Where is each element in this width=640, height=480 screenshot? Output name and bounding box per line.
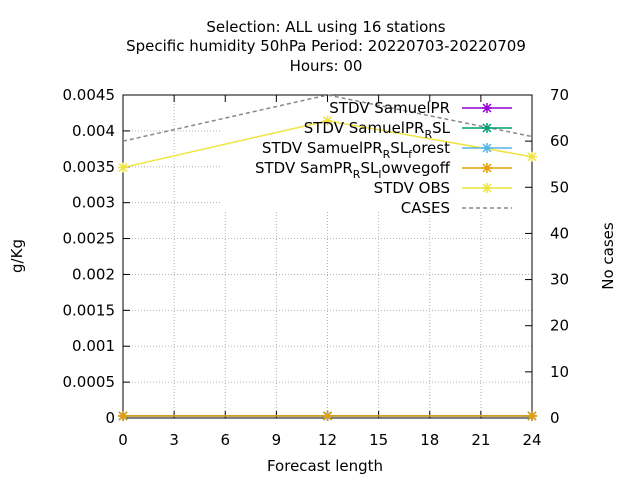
data-point [527,410,537,421]
x-tick-label: 15 [369,431,388,449]
y2-tick-label: 60 [550,132,569,150]
x-tick-label: 0 [118,431,128,449]
y2-axis-label: No cases [599,222,617,290]
y-tick-label: 0.0015 [63,301,116,319]
legend-marker [482,123,492,133]
y2-tick-label: 40 [550,224,569,242]
y-tick-label: 0.004 [72,122,115,140]
legend-label-4: STDV OBS [374,179,450,197]
x-tick-label: 24 [522,431,541,449]
series-group [118,94,537,421]
title-line-2: Specific humidity 50hPa Period: 20220703… [126,37,526,55]
legend-label-3: STDV SamPRRSLlowvegoff [255,159,451,181]
y2-tick-label: 20 [550,317,569,335]
data-point [322,115,333,126]
data-point [527,151,537,162]
x-tick-label: 18 [420,431,439,449]
x-tick-label: 12 [318,431,337,449]
y-tick-label: 0.001 [72,337,115,355]
y-tick-label: 0.0025 [63,230,116,248]
title-line-3: Hours: 00 [290,57,363,75]
legend-marker [482,183,492,193]
y-tick-label: 0.0035 [63,158,116,176]
y-tick-label: 0 [105,409,115,427]
y2-axis-ticks: 0 10 20 30 40 50 60 70 [525,86,569,427]
legend-label-5: CASES [401,199,450,217]
x-tick-label: 9 [272,431,282,449]
grid [123,95,532,418]
legend-marker [482,103,492,113]
data-point [118,162,128,173]
x-axis-ticks: 0 3 6 9 12 15 18 21 24 [118,95,542,449]
y-tick-label: 0.0005 [63,373,116,391]
x-axis-label: Forecast length [267,457,383,475]
y2-tick-label: 0 [550,409,560,427]
y-tick-label: 0.003 [72,194,115,212]
legend-label-0: STDV SamuelPR [329,99,450,117]
series-3 [118,410,537,421]
x-tick-label: 21 [471,431,490,449]
series-4 [118,115,537,173]
y2-tick-label: 50 [550,178,569,196]
x-tick-label: 6 [220,431,230,449]
legend-label-1: STDV SamuelPRRSL [304,119,451,141]
y-tick-label: 0.0045 [63,86,116,104]
y2-tick-label: 70 [550,86,569,104]
chart-title: Selection: ALL using 16 stations Specifi… [126,18,526,75]
x-tick-label: 3 [169,431,179,449]
legend-label-2: STDV SamuelPRRSLforest [262,139,450,161]
y-axis-ticks: 0 0.0005 0.001 0.0015 0.002 0.0025 0.003 0.0035… [63,86,130,427]
data-point [118,410,128,421]
legend-marker [482,163,492,173]
y-tick-label: 0.002 [72,265,115,283]
legend-marker [482,143,492,153]
y2-tick-label: 10 [550,363,569,381]
y-axis-label: g/Kg [8,239,26,273]
title-line-1: Selection: ALL using 16 stations [206,18,445,36]
y2-tick-label: 30 [550,271,569,289]
data-point [322,410,333,421]
